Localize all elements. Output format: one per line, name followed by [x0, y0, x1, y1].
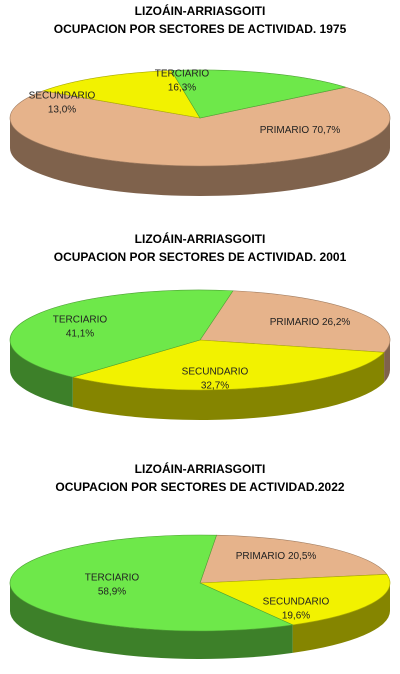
category-label: SECUNDARIO — [182, 367, 249, 378]
pie-side — [9, 340, 73, 408]
slice-label: PRIMARIO 26,2% — [270, 317, 351, 328]
pie-chart: LIZOÁIN-ARRIASGOITI OCUPACION POR SECTORE… — [9, 461, 391, 660]
category-label: SECUNDARIO — [29, 91, 96, 102]
chart-subtitle: OCUPACION POR SECTORES DE ACTIVIDAD.2022 — [55, 480, 344, 494]
value-label: 41,1% — [66, 329, 94, 340]
pie-side — [10, 118, 390, 196]
chart-subtitle: OCUPACION POR SECTORES DE ACTIVIDAD. 200… — [54, 250, 347, 264]
pie-chart: LIZOÁIN-ARRIASGOITI OCUPACION POR SECTORE… — [9, 3, 391, 196]
category-label: PRIMARIO — [236, 551, 286, 562]
category-label: TERCIARIO — [85, 573, 140, 584]
value-label: 19,6% — [282, 611, 310, 622]
value-label: 13,0% — [48, 105, 76, 116]
chart-title: LIZOÁIN-ARRIASGOITI — [135, 461, 266, 476]
pie-slice — [170, 69, 346, 119]
value-label: 26,2% — [322, 317, 350, 328]
pie-side — [72, 352, 385, 420]
pie-side — [384, 340, 390, 383]
pie-slice — [9, 289, 234, 378]
pie-slice — [199, 573, 391, 626]
slice-label: PRIMARIO 20,5% — [236, 551, 317, 562]
category-label: SECUNDARIO — [263, 597, 330, 608]
value-label: 32,7% — [201, 381, 229, 392]
category-label: TERCIARIO — [53, 315, 108, 326]
value-label: 58,9% — [98, 587, 126, 598]
value-label: 70,7% — [312, 125, 340, 136]
value-label: 20,5% — [288, 551, 316, 562]
category-label: PRIMARIO — [270, 317, 320, 328]
pie-side — [292, 583, 390, 653]
pie-slice — [71, 339, 385, 391]
pie-slice — [9, 534, 294, 632]
pie-side — [10, 583, 293, 660]
category-label: TERCIARIO — [155, 69, 210, 80]
pie-slice — [199, 534, 388, 584]
slice-label: PRIMARIO 70,7% — [260, 125, 341, 136]
pie-slice — [42, 70, 201, 119]
category-label: PRIMARIO — [260, 125, 310, 136]
pie-slice — [199, 290, 391, 353]
value-label: 16,3% — [168, 83, 196, 94]
chart-title: LIZOÁIN-ARRIASGOITI — [135, 3, 266, 18]
pie-slice — [9, 86, 391, 167]
pie-chart: LIZOÁIN-ARRIASGOITI OCUPACION POR SECTORE… — [9, 231, 391, 420]
chart-title: LIZOÁIN-ARRIASGOITI — [135, 231, 266, 246]
chart-subtitle: OCUPACION POR SECTORES DE ACTIVIDAD. 197… — [54, 22, 347, 36]
